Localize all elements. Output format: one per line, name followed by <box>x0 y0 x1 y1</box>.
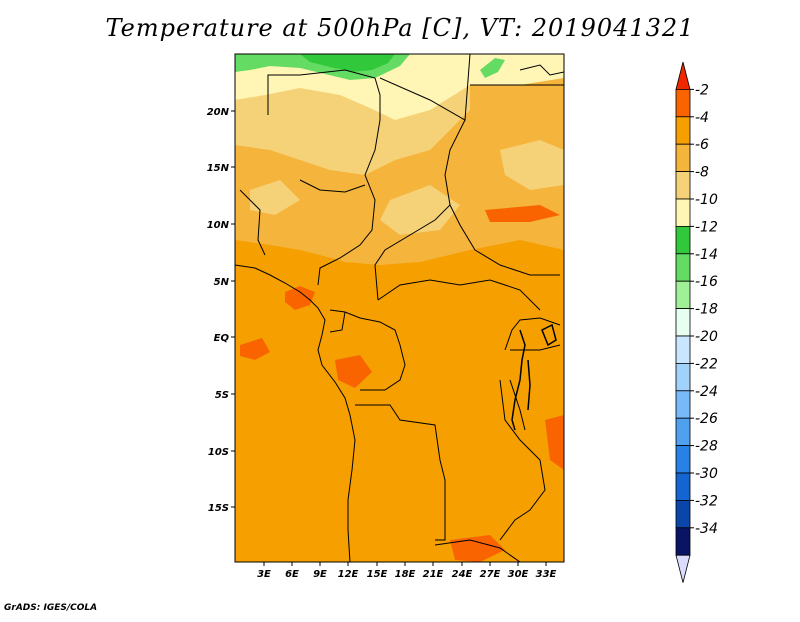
colorbar-label: -30 <box>695 466 718 482</box>
border-line <box>355 404 446 541</box>
lon-tick-label: 15E <box>367 569 388 580</box>
colorbar-label: -24 <box>695 384 718 400</box>
lake-outline <box>511 329 526 431</box>
colorbar-cell <box>675 143 691 172</box>
lon-tick-label: 12E <box>338 569 359 580</box>
colorbar: -2 -4 -6 -8 -10 -12 -14 -16 -18 -20 -22 -24 -26 -28 -3… <box>675 61 718 583</box>
colorbar-label: -12 <box>695 219 718 235</box>
border-line <box>504 317 561 351</box>
colorbar-label: -2 <box>695 82 709 98</box>
temperature-field <box>235 54 564 562</box>
lon-axis: 3E 6E 9E 12E 15E 18E 21E 24E 27E 30E 33E <box>257 562 557 580</box>
lat-tick-label: 5S <box>215 390 229 401</box>
lat-tick-label: 15N <box>207 163 230 174</box>
colorbar-cell <box>675 499 691 529</box>
field-hot-patch <box>285 286 315 310</box>
colorbar-cell <box>675 171 691 200</box>
colorbar-bottom-arrow <box>675 554 691 583</box>
colorbar-top-arrow <box>675 61 691 90</box>
colorbar-cell <box>675 225 691 255</box>
colorbar-cell <box>675 308 691 337</box>
lon-tick-label: 24E <box>452 569 473 580</box>
field-hot-patch <box>545 415 564 470</box>
colorbar-label: -14 <box>695 247 718 263</box>
lake-outline <box>541 323 557 347</box>
field-green-core <box>300 54 395 72</box>
map-title: Temperature at 500hPa [C], VT: 201904132… <box>105 14 695 42</box>
colorbar-cell <box>675 417 691 447</box>
border-line <box>434 539 521 562</box>
lon-tick-label: 21E <box>423 569 444 580</box>
lakes <box>511 323 557 431</box>
colorbar-cell <box>675 335 691 364</box>
colorbar-label: -34 <box>695 521 718 537</box>
field-light-patch <box>500 140 564 190</box>
colorbar-label: -32 <box>695 493 718 509</box>
colorbar-label: -8 <box>695 165 709 181</box>
border-line <box>377 279 541 311</box>
colorbar-cell <box>675 280 691 310</box>
border-line <box>267 69 381 286</box>
colorbar-label: -22 <box>695 356 718 372</box>
field-hot-patch <box>450 535 505 562</box>
lon-tick-label: 33E <box>536 569 557 580</box>
colorbar-label: -4 <box>695 110 709 126</box>
field-hot-patch <box>335 355 372 388</box>
colorbar-label: -10 <box>695 192 718 208</box>
lake-outline <box>527 359 531 411</box>
colorbar-cell <box>675 527 691 556</box>
border-line <box>509 379 526 431</box>
lon-tick-label: 6E <box>285 569 299 580</box>
lon-tick-label: 9E <box>313 569 327 580</box>
field-light-patch <box>250 180 300 215</box>
colorbar-cell <box>675 362 691 392</box>
field-green-patch <box>480 58 505 78</box>
colorbar-label: -28 <box>695 439 718 455</box>
lon-tick-label: 18E <box>395 569 416 580</box>
border-line <box>499 379 546 541</box>
border-line <box>519 64 564 76</box>
field-light-patch <box>380 185 460 235</box>
lat-tick-label: 15S <box>208 503 229 514</box>
border-line <box>329 309 406 391</box>
colorbar-cell <box>675 472 691 501</box>
field-hot-patch <box>485 205 560 222</box>
colorbar-cell <box>675 198 691 227</box>
field-hot-patch <box>240 338 270 360</box>
border-line <box>379 54 471 121</box>
colorbar-cell <box>675 116 691 145</box>
field-pale-region <box>235 54 470 120</box>
colorbar-label: -26 <box>695 411 718 427</box>
border-line <box>510 344 561 351</box>
colorbar-label: -20 <box>695 329 718 345</box>
colorbar-label: -16 <box>695 274 718 290</box>
country-borders <box>235 54 564 562</box>
lon-tick-label: 30E <box>508 569 529 580</box>
border-line <box>299 179 366 193</box>
colorbar-cell <box>675 253 691 282</box>
map-frame <box>234 53 565 563</box>
lon-tick-label: 3E <box>257 569 271 580</box>
border-line <box>239 189 266 256</box>
colorbar-cell <box>675 390 691 419</box>
border-line <box>374 119 466 301</box>
lat-tick-label: EQ <box>214 333 230 344</box>
lat-tick-label: 5N <box>214 277 230 288</box>
colorbar-cell <box>675 445 691 474</box>
footer-credit: GrADS: IGES/COLA <box>4 603 98 613</box>
coastline-west <box>235 264 356 562</box>
lon-tick-label: 27E <box>480 569 501 580</box>
border-line <box>449 204 560 276</box>
lat-axis: 20N 15N 10N 5N EQ 5S 10S 15S <box>207 107 235 514</box>
colorbar-label: -6 <box>695 137 709 153</box>
colorbar-label: -18 <box>695 302 718 318</box>
colorbar-cell <box>675 89 691 118</box>
border-line <box>329 311 346 333</box>
lat-tick-label: 20N <box>207 107 230 118</box>
lat-tick-label: 10S <box>208 447 229 458</box>
lat-tick-label: 10N <box>207 220 230 231</box>
